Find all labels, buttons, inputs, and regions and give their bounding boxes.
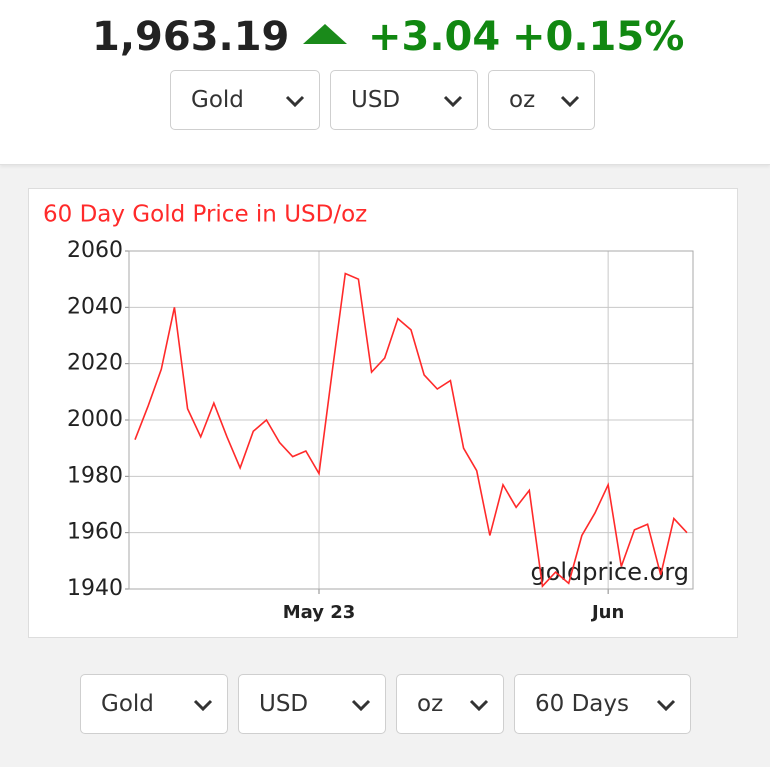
- y-tick-label: 1960: [67, 520, 123, 545]
- up-arrow: [303, 24, 347, 44]
- y-tick-label: 2060: [67, 238, 123, 263]
- select-text: oz: [417, 691, 444, 717]
- metal-select[interactable]: Gold: [170, 70, 320, 130]
- chevron: [469, 699, 489, 711]
- y-tick-label: 1980: [67, 463, 123, 488]
- select-text: 60 Days: [535, 691, 629, 717]
- chart: 60 Day Gold Price in USD/oz 1940 1960 1980…: [43, 202, 694, 623]
- price-line: [134, 272, 688, 588]
- chevron: [193, 699, 213, 711]
- select-text: USD: [351, 87, 401, 113]
- change-percent: +0.15%: [512, 14, 685, 60]
- currency-select[interactable]: USD: [330, 70, 478, 130]
- chevron: [285, 95, 305, 107]
- select-text: Gold: [191, 87, 244, 113]
- x-tick-label: May 23: [283, 602, 356, 623]
- chevron: [560, 95, 580, 107]
- y-tick-label: 2000: [67, 407, 123, 432]
- quote-header: 1,963.19 +3.04 +0.15% Gold USD oz: [0, 0, 770, 165]
- change: +3.04: [368, 14, 501, 60]
- chart-panel: 60 Day Gold Price in USD/oz 1940 1960 1980…: [28, 188, 738, 638]
- currency-select[interactable]: USD: [238, 674, 386, 734]
- x-tick-label: Jun: [590, 602, 624, 623]
- chevron: [443, 95, 463, 107]
- select-text: USD: [259, 691, 309, 717]
- chevron: [656, 699, 676, 711]
- unit-select[interactable]: oz: [488, 70, 595, 130]
- unit-select[interactable]: oz: [396, 674, 504, 734]
- price: 1,963.19: [92, 14, 290, 60]
- plot-frame: [128, 250, 694, 590]
- y-tick-label: 1940: [67, 576, 123, 601]
- chevron: [351, 699, 371, 711]
- period-select[interactable]: 60 Days: [514, 674, 691, 734]
- chart-title: 60 Day Gold Price in USD/oz: [43, 202, 367, 228]
- y-tick-label: 2020: [67, 351, 123, 376]
- y-tick-label: 2040: [67, 294, 123, 319]
- select-text: oz: [509, 87, 536, 113]
- metal-select[interactable]: Gold: [80, 674, 228, 734]
- watermark: goldprice.org: [530, 558, 689, 586]
- select-text: Gold: [101, 691, 154, 717]
